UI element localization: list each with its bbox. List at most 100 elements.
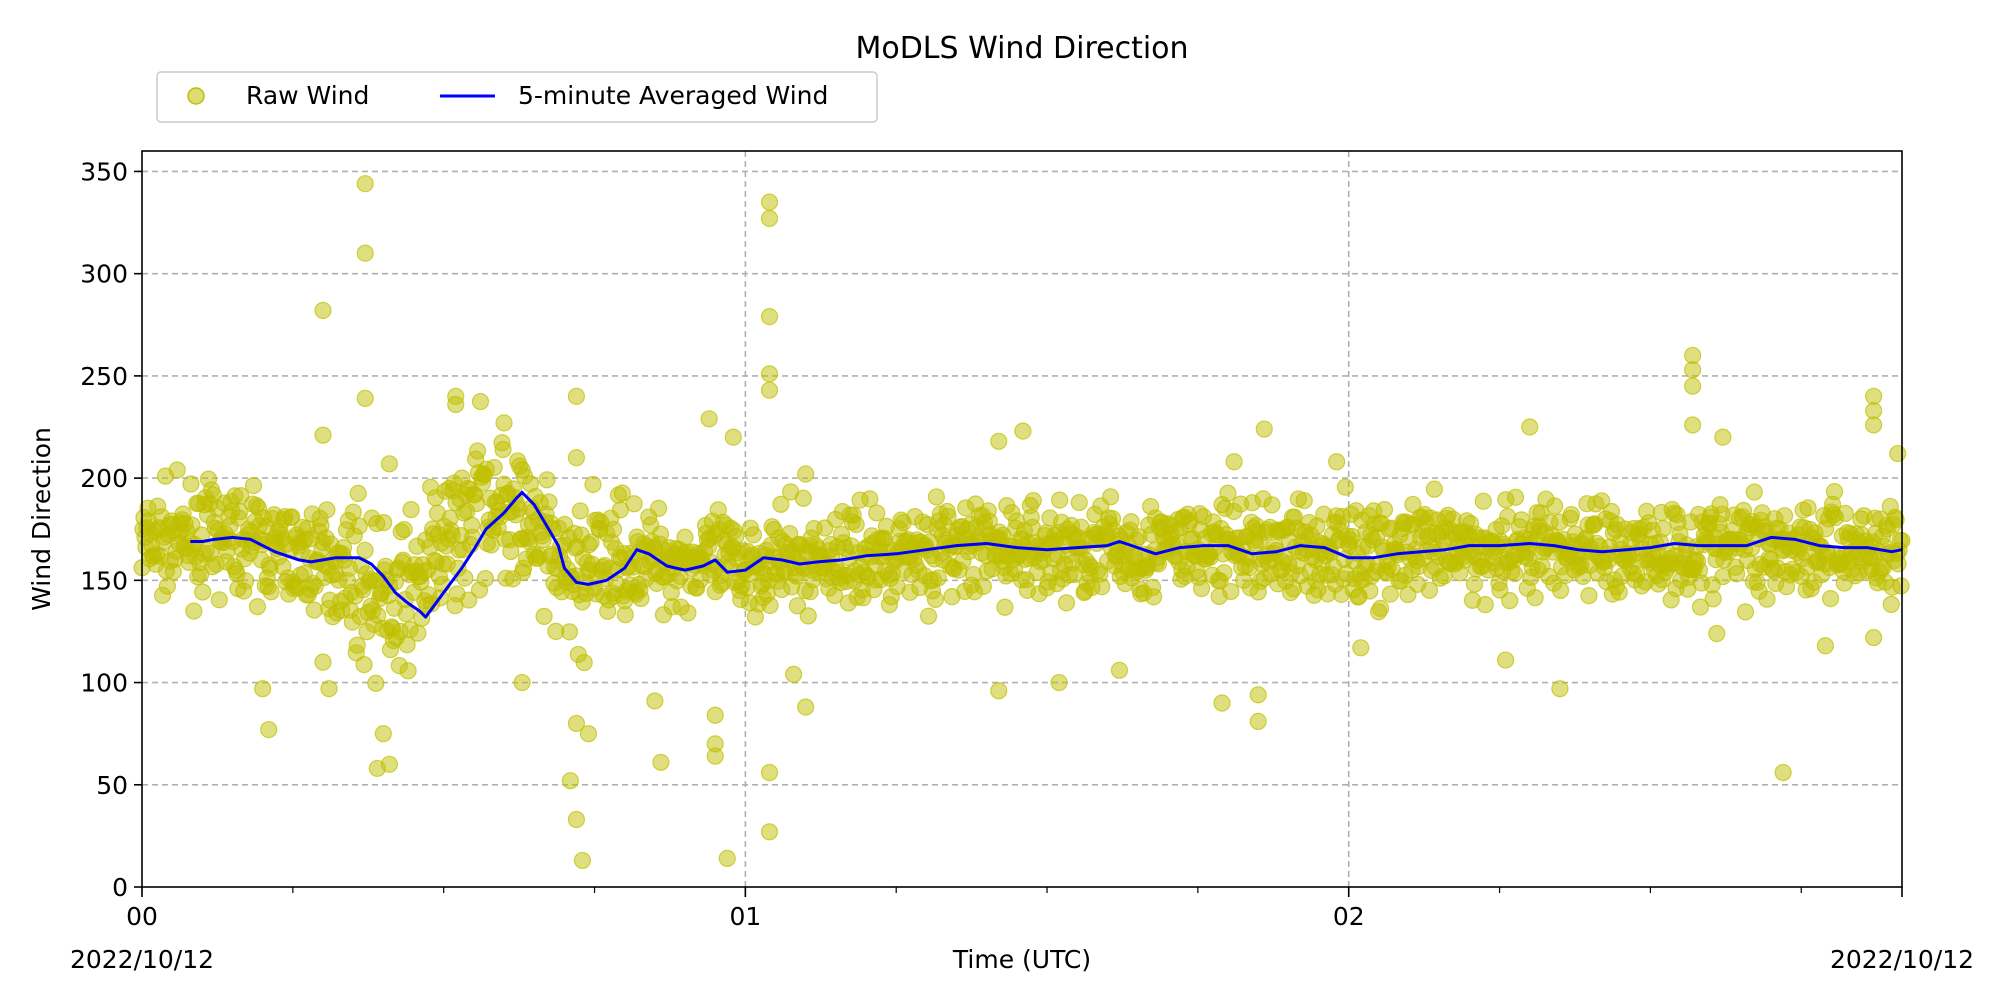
raw-wind-point (538, 471, 556, 489)
raw-wind-point (567, 714, 586, 733)
raw-wind-point (1865, 402, 1883, 420)
raw-wind-point (1093, 578, 1111, 596)
raw-wind-point (1213, 694, 1231, 712)
raw-wind-point (646, 692, 664, 710)
raw-wind-point (1420, 581, 1439, 599)
raw-wind-point (476, 569, 494, 588)
raw-wind-point (1050, 673, 1068, 692)
raw-wind-point (1736, 603, 1755, 621)
raw-wind-point (651, 525, 670, 543)
raw-wind-point (314, 426, 332, 444)
raw-wind-point (868, 504, 886, 522)
raw-wind-point (571, 502, 589, 520)
raw-wind-point (535, 607, 553, 625)
raw-wind-point (567, 449, 586, 467)
raw-wind-point (1255, 420, 1273, 438)
raw-wind-point (194, 583, 212, 601)
raw-wind-point (1505, 564, 1524, 583)
raw-wind-point (1051, 491, 1069, 509)
raw-wind-point (534, 531, 552, 549)
raw-wind-point (305, 601, 323, 619)
raw-wind-point (350, 517, 368, 535)
raw-wind-point (1654, 519, 1672, 538)
y-tick-label: 250 (80, 362, 128, 391)
raw-wind-point (1758, 590, 1776, 608)
y-tick-label: 200 (80, 464, 128, 493)
raw-wind-point (861, 490, 879, 508)
raw-wind-point (1546, 497, 1564, 515)
raw-wind-point (1381, 585, 1399, 603)
raw-wind-point (367, 674, 385, 692)
raw-wind-point (1371, 599, 1390, 617)
raw-wind-point (652, 753, 670, 771)
raw-wind-point (1263, 496, 1281, 514)
raw-wind-point (584, 475, 602, 494)
raw-wind-point (1551, 581, 1570, 599)
raw-wind-point (494, 440, 512, 459)
raw-wind-point (781, 524, 799, 543)
raw-wind-point (254, 680, 272, 698)
raw-wind-point (799, 607, 817, 625)
raw-wind-point (560, 623, 579, 641)
raw-wind-point (919, 607, 938, 625)
raw-wind-point (567, 387, 586, 405)
raw-wind-point (399, 662, 417, 680)
x-start-date: 2022/10/12 (70, 945, 214, 974)
raw-wind-points (133, 175, 1911, 870)
raw-wind-point (1684, 377, 1702, 395)
raw-wind-point (1889, 444, 1907, 463)
raw-wind-point (1593, 492, 1611, 510)
raw-wind-point (356, 389, 374, 407)
raw-wind-point (794, 489, 812, 507)
raw-wind-point (679, 604, 697, 622)
raw-wind-point (374, 725, 392, 743)
raw-wind-point (1521, 418, 1539, 436)
raw-wind-point (262, 583, 280, 601)
raw-wind-point (314, 301, 332, 320)
raw-wind-point (456, 569, 474, 587)
raw-wind-point (927, 488, 945, 506)
raw-wind-point (929, 569, 947, 587)
raw-wind-point (460, 591, 478, 609)
raw-wind-point (513, 673, 531, 692)
raw-wind-point (1144, 588, 1163, 606)
raw-wind-point (613, 484, 631, 502)
raw-wind-point (1745, 483, 1763, 501)
raw-wind-point (182, 475, 200, 493)
raw-wind-point (1684, 346, 1702, 365)
raw-wind-point (318, 501, 336, 519)
raw-wind-point (582, 533, 600, 551)
raw-wind-point (397, 605, 415, 623)
raw-wind-point (1684, 361, 1702, 379)
raw-wind-point (1249, 712, 1267, 731)
raw-wind-point (974, 577, 992, 595)
legend-marker-raw-wind (187, 87, 205, 105)
raw-wind-point (1295, 491, 1313, 510)
raw-wind-point (260, 720, 278, 739)
legend-label-averaged-wind: 5-minute Averaged Wind (518, 81, 828, 110)
raw-wind-point (1501, 592, 1519, 610)
raw-wind-point (355, 655, 373, 674)
raw-wind-point (402, 501, 420, 519)
raw-wind-point (1865, 628, 1883, 647)
raw-wind-point (575, 653, 593, 672)
raw-wind-point (727, 527, 745, 546)
raw-wind-point (1816, 637, 1834, 655)
raw-wind-point (1057, 594, 1076, 612)
raw-wind-point (579, 725, 598, 743)
raw-wind-point (785, 665, 803, 683)
x-axis: 00 01 02 (126, 887, 1903, 931)
raw-wind-point (1425, 480, 1443, 498)
raw-wind-point (760, 763, 779, 782)
raw-wind-point (380, 455, 398, 473)
raw-wind-point (1821, 589, 1840, 608)
raw-wind-point (561, 772, 579, 790)
raw-wind-point (760, 365, 779, 383)
raw-wind-point (1375, 500, 1394, 519)
raw-wind-point (1551, 680, 1569, 698)
raw-wind-point (926, 590, 945, 608)
raw-wind-point (847, 515, 865, 534)
raw-wind-point (1887, 510, 1905, 529)
raw-wind-point (1215, 564, 1233, 582)
raw-wind-point (540, 493, 558, 511)
